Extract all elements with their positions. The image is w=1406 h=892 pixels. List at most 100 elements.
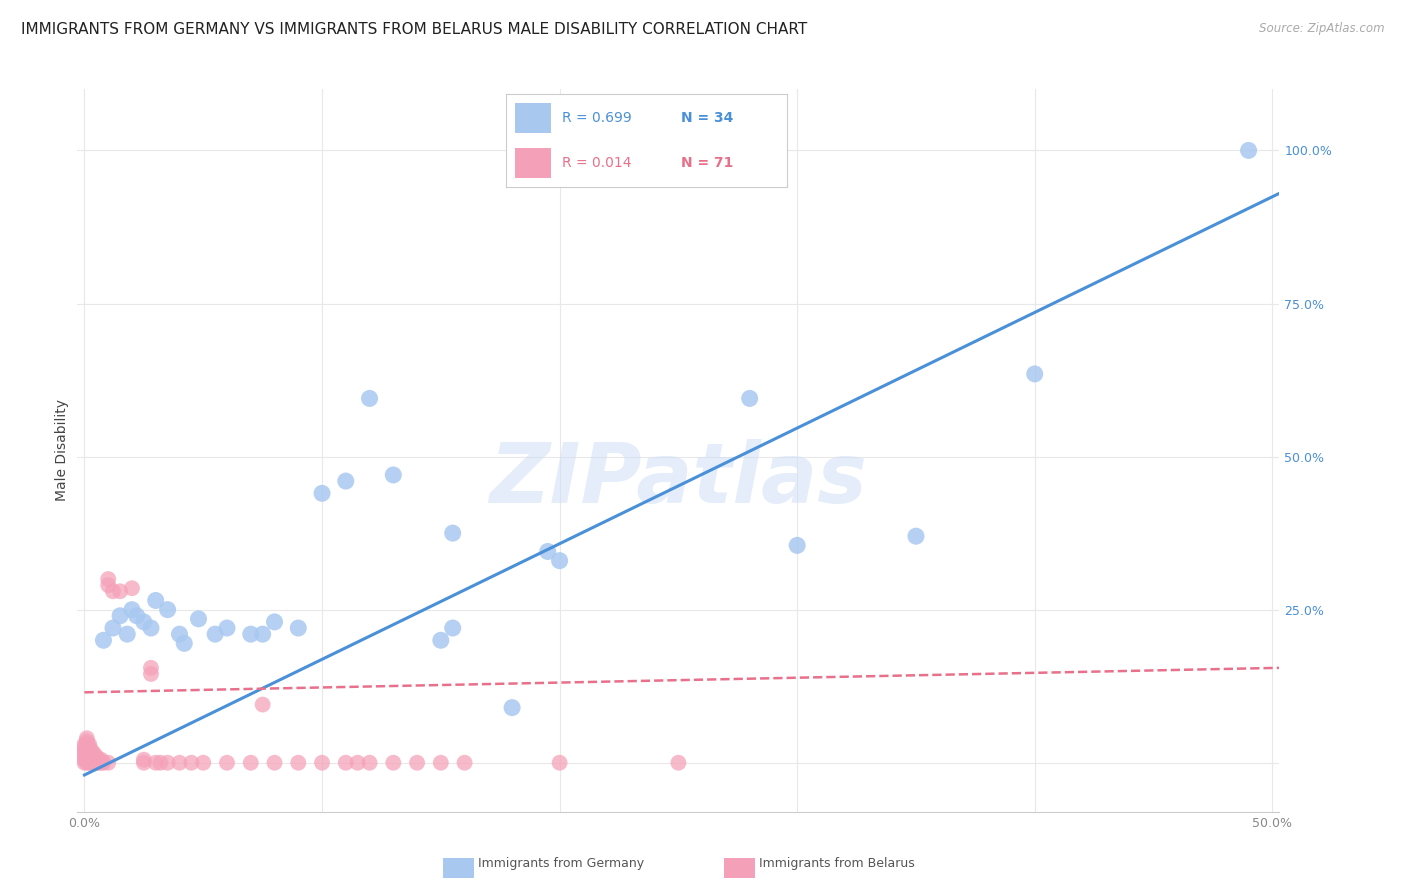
Point bbox=[215, 621, 238, 635]
Point bbox=[76, 731, 98, 746]
Point bbox=[77, 743, 100, 757]
Point bbox=[668, 756, 690, 770]
Point bbox=[80, 753, 103, 767]
Point bbox=[115, 627, 138, 641]
Point bbox=[359, 756, 381, 770]
Point bbox=[187, 612, 209, 626]
Point bbox=[76, 740, 98, 755]
Point bbox=[97, 756, 120, 770]
Point bbox=[73, 737, 96, 751]
Point bbox=[430, 756, 453, 770]
Text: ZIPatlas: ZIPatlas bbox=[489, 439, 868, 520]
Point bbox=[77, 756, 100, 770]
Point bbox=[156, 602, 179, 616]
Point bbox=[86, 753, 108, 767]
Point bbox=[132, 615, 155, 629]
Point bbox=[145, 756, 167, 770]
Point bbox=[441, 621, 464, 635]
Point bbox=[93, 633, 115, 648]
Point bbox=[73, 756, 96, 770]
Point bbox=[76, 743, 98, 757]
Point bbox=[125, 608, 148, 623]
Point bbox=[263, 615, 285, 629]
Point bbox=[76, 747, 98, 761]
Point bbox=[215, 756, 238, 770]
Point bbox=[287, 621, 309, 635]
Point bbox=[252, 698, 274, 712]
Point bbox=[108, 584, 131, 599]
Point bbox=[1024, 367, 1046, 381]
FancyBboxPatch shape bbox=[515, 148, 551, 178]
Text: IMMIGRANTS FROM GERMANY VS IMMIGRANTS FROM BELARUS MALE DISABILITY CORRELATION C: IMMIGRANTS FROM GERMANY VS IMMIGRANTS FR… bbox=[21, 22, 807, 37]
Point bbox=[73, 743, 96, 757]
Point bbox=[108, 608, 131, 623]
Point bbox=[86, 749, 108, 764]
Point bbox=[87, 753, 110, 767]
Point bbox=[173, 636, 195, 650]
Point bbox=[335, 756, 357, 770]
Point bbox=[83, 753, 105, 767]
Point bbox=[101, 584, 124, 599]
Point bbox=[90, 753, 112, 767]
Point bbox=[430, 633, 453, 648]
Point bbox=[537, 544, 560, 558]
Text: N = 34: N = 34 bbox=[681, 111, 733, 125]
Point bbox=[252, 627, 274, 641]
Point bbox=[77, 740, 100, 755]
Text: Source: ZipAtlas.com: Source: ZipAtlas.com bbox=[1260, 22, 1385, 36]
Point bbox=[76, 749, 98, 764]
FancyBboxPatch shape bbox=[515, 103, 551, 133]
Text: N = 71: N = 71 bbox=[681, 156, 733, 170]
Point bbox=[501, 700, 523, 714]
Text: Immigrants from Belarus: Immigrants from Belarus bbox=[759, 857, 915, 870]
Point bbox=[121, 581, 143, 595]
Point bbox=[132, 753, 155, 767]
Point bbox=[311, 486, 333, 500]
Point bbox=[77, 737, 100, 751]
Point bbox=[263, 756, 285, 770]
Point bbox=[77, 747, 100, 761]
Point bbox=[239, 756, 262, 770]
Point bbox=[76, 734, 98, 748]
Point bbox=[83, 747, 105, 761]
Point bbox=[86, 756, 108, 770]
Point bbox=[904, 529, 927, 543]
Point bbox=[786, 538, 808, 552]
Point bbox=[441, 526, 464, 541]
Point bbox=[97, 572, 120, 586]
Point bbox=[73, 749, 96, 764]
Point bbox=[193, 756, 215, 770]
Point bbox=[548, 554, 571, 568]
Text: Immigrants from Germany: Immigrants from Germany bbox=[478, 857, 644, 870]
Point bbox=[169, 627, 191, 641]
Point bbox=[121, 602, 143, 616]
Point bbox=[77, 749, 100, 764]
Point bbox=[139, 621, 162, 635]
Point bbox=[145, 593, 167, 607]
Point bbox=[73, 747, 96, 761]
Point bbox=[180, 756, 202, 770]
Point bbox=[156, 756, 179, 770]
Point bbox=[139, 667, 162, 681]
Point bbox=[169, 756, 191, 770]
Point bbox=[73, 740, 96, 755]
Point bbox=[80, 747, 103, 761]
Point bbox=[346, 756, 368, 770]
Point bbox=[73, 753, 96, 767]
Point bbox=[406, 756, 429, 770]
Point bbox=[382, 756, 405, 770]
Point bbox=[239, 627, 262, 641]
Point bbox=[101, 621, 124, 635]
Point bbox=[90, 756, 112, 770]
Point bbox=[93, 756, 115, 770]
Point bbox=[83, 756, 105, 770]
Point bbox=[311, 756, 333, 770]
Point bbox=[83, 749, 105, 764]
Point bbox=[453, 756, 475, 770]
Point bbox=[132, 756, 155, 770]
Point bbox=[80, 749, 103, 764]
Point bbox=[77, 753, 100, 767]
Point bbox=[287, 756, 309, 770]
Point bbox=[139, 661, 162, 675]
Point bbox=[76, 753, 98, 767]
